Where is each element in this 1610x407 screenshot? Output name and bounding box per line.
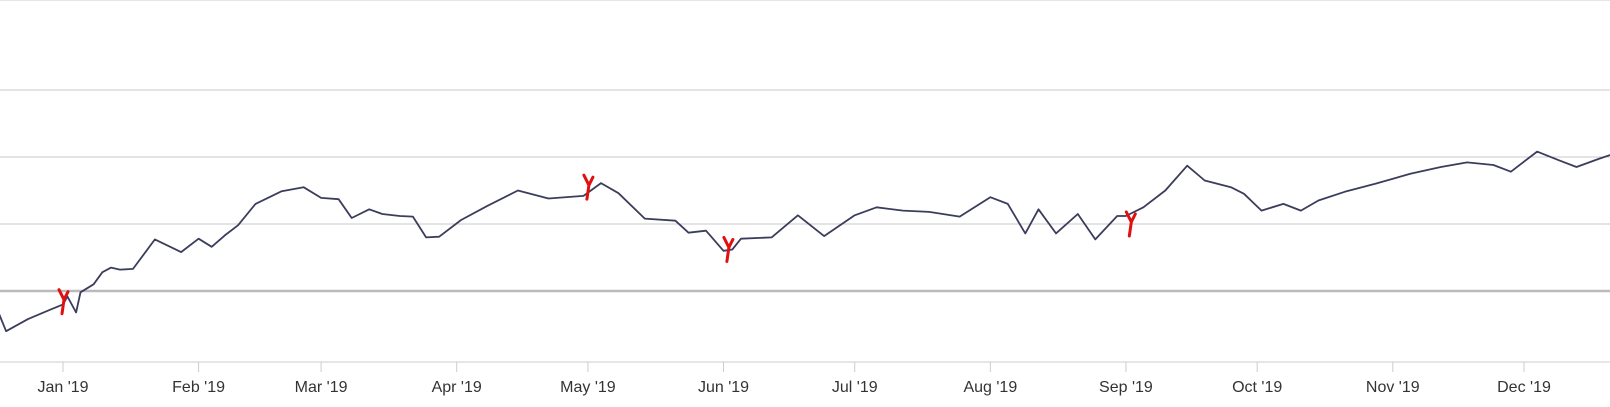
- x-tick-label: Dec '19: [1497, 379, 1551, 396]
- x-tick-label: Mar '19: [295, 379, 348, 396]
- x-tick-label: Sep '19: [1099, 379, 1153, 396]
- x-tick-label: Aug '19: [963, 379, 1017, 396]
- series-area: [0, 150, 1610, 333]
- series-line: [0, 150, 1610, 333]
- x-tick-label: Feb '19: [172, 379, 225, 396]
- red-mark: [1124, 210, 1137, 238]
- x-tick-label: Jul '19: [832, 379, 878, 396]
- x-axis: Jan '19 Feb '19 Mar '19 Apr '19 May '19 Jun '…: [0, 361, 1610, 396]
- red-mark: [582, 173, 595, 201]
- x-tick-label: Jan '19: [37, 379, 88, 396]
- red-mark: [722, 235, 735, 263]
- red-mark: [57, 288, 70, 316]
- annotations: [57, 173, 1137, 316]
- x-tick-label: May '19: [560, 379, 616, 396]
- x-tick-label: Nov '19: [1366, 379, 1420, 396]
- x-tick-label: Oct '19: [1232, 379, 1282, 396]
- x-tick-label: Jun '19: [698, 379, 749, 396]
- x-tick-label: Apr '19: [432, 379, 482, 396]
- gridlines: [0, 0, 1610, 293]
